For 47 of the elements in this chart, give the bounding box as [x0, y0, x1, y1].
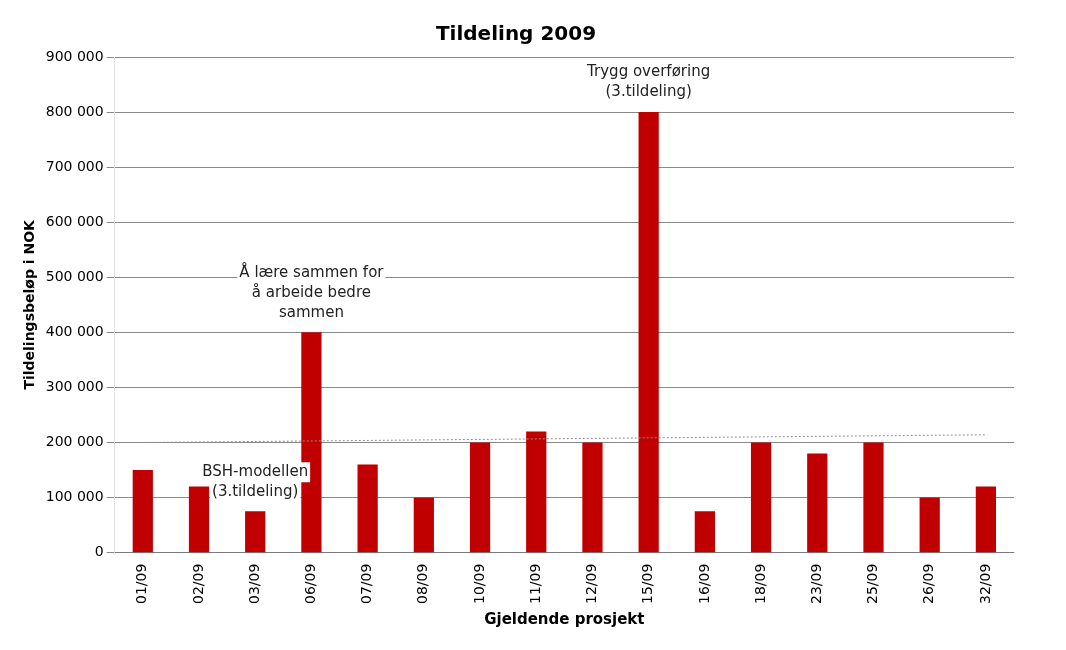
chart-title: Tildeling 2009: [435, 21, 597, 46]
x-tick-label: 16/09: [695, 563, 712, 605]
bar: [526, 431, 547, 553]
bar: [638, 112, 659, 553]
annotation: BSH-modellen (3.tildeling): [202, 461, 309, 500]
x-tick-label: 25/09: [864, 563, 881, 605]
y-tick-label: 100 000: [45, 488, 104, 505]
y-tick-label: 600 000: [45, 212, 104, 229]
bar: [245, 511, 266, 553]
x-tick-label: 07/09: [358, 563, 375, 605]
bar: [582, 442, 603, 553]
bar: [469, 442, 491, 553]
y-tick-label: 400 000: [45, 323, 104, 339]
y-axis-title: Tildelingsbeløp i NOK: [21, 218, 38, 390]
x-tick-label: 18/09: [751, 563, 768, 605]
bar: [694, 511, 715, 553]
bar: [132, 470, 153, 553]
bar: [188, 486, 210, 553]
x-tick-label: 08/09: [414, 563, 431, 605]
bar: [807, 453, 828, 553]
x-tick-label: 10/09: [470, 563, 487, 605]
x-tick-label: 15/09: [639, 563, 656, 605]
x-tick-label: 12/09: [583, 563, 600, 605]
x-tick-label: 23/09: [807, 563, 824, 605]
y-tick-label: 800 000: [45, 102, 104, 119]
y-tick-label: 500 000: [45, 267, 104, 284]
x-axis-title: Gjeldende prosjekt: [484, 609, 645, 628]
bar: [919, 497, 940, 553]
bar: [357, 464, 378, 553]
y-tick-label: 200 000: [45, 433, 104, 450]
x-tick-label: 02/09: [189, 563, 206, 605]
x-tick-label: 03/09: [245, 563, 262, 605]
bar: [413, 497, 434, 553]
bar: [863, 442, 884, 553]
y-tick-label: 300 000: [45, 378, 104, 395]
x-tick-label: 11/09: [526, 563, 543, 605]
bar: [975, 486, 997, 553]
y-tick-label: 900 000: [45, 47, 104, 64]
annotation: Å lære sammen for å arbeide bedre sammen: [239, 261, 385, 321]
x-tick-label: 01/09: [133, 563, 150, 605]
y-tick-label: 0: [94, 543, 104, 560]
annotation: Trygg overføring (3.tildeling): [586, 62, 711, 101]
x-tick-label: 06/09: [302, 563, 319, 605]
y-tick-label: 700 000: [45, 157, 104, 174]
bar: [750, 442, 772, 553]
x-tick-label: 32/09: [976, 563, 993, 605]
x-tick-label: 26/09: [920, 563, 937, 605]
